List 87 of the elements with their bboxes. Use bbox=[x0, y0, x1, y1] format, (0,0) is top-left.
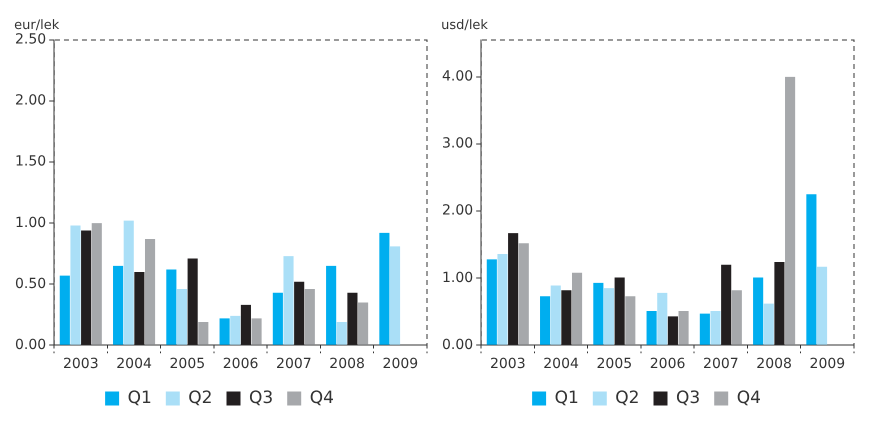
bar bbox=[721, 264, 732, 345]
x-tick-label: 2009 bbox=[382, 356, 418, 372]
bar bbox=[198, 322, 208, 345]
bar bbox=[188, 258, 198, 345]
legend-label: Q4 bbox=[310, 388, 334, 408]
bar bbox=[92, 223, 102, 345]
bar bbox=[497, 254, 508, 345]
y-tick-label: 2.00 bbox=[442, 202, 474, 219]
bar bbox=[358, 302, 368, 345]
bar bbox=[486, 259, 497, 345]
bar bbox=[668, 316, 678, 345]
bar bbox=[657, 292, 668, 345]
bar bbox=[272, 292, 283, 345]
bar bbox=[678, 310, 689, 345]
bar bbox=[326, 266, 336, 345]
y-tick-label: 1.50 bbox=[15, 154, 46, 170]
bar bbox=[518, 243, 529, 345]
bar bbox=[540, 296, 550, 345]
legend-label: Q3 bbox=[676, 388, 700, 408]
y-tick-label: 0.00 bbox=[15, 336, 46, 353]
y-tick-label: 2.50 bbox=[15, 32, 46, 48]
x-tick-label: 2004 bbox=[543, 356, 579, 372]
bar bbox=[625, 296, 636, 345]
x-tick-label: 2005 bbox=[596, 356, 632, 372]
bar bbox=[379, 232, 390, 345]
bar bbox=[785, 76, 796, 345]
x-tick-label: 2007 bbox=[276, 356, 312, 372]
bar bbox=[550, 286, 561, 345]
bar bbox=[240, 304, 251, 345]
bar bbox=[572, 272, 582, 345]
bar bbox=[144, 238, 156, 345]
bar bbox=[732, 290, 742, 345]
y-tick-label: 1.00 bbox=[442, 270, 474, 286]
legend-label: Q2 bbox=[615, 388, 640, 408]
y-tick-label: 0.50 bbox=[15, 276, 46, 292]
y-tick-label: 2.00 bbox=[15, 92, 46, 109]
legend-label: Q4 bbox=[736, 388, 761, 408]
bar bbox=[593, 282, 604, 345]
bar bbox=[604, 288, 614, 345]
bar bbox=[220, 318, 230, 345]
bar bbox=[70, 226, 81, 345]
legend-label: Q3 bbox=[249, 388, 274, 408]
bar bbox=[294, 282, 304, 345]
bar bbox=[614, 277, 625, 345]
x-tick-label: 2005 bbox=[170, 356, 206, 372]
bar bbox=[252, 318, 262, 345]
y-tick-label: 3.00 bbox=[442, 136, 474, 152]
bar bbox=[230, 316, 240, 345]
bar bbox=[806, 194, 816, 345]
legend-label: Q2 bbox=[188, 388, 213, 408]
bar bbox=[774, 262, 784, 345]
bar bbox=[764, 304, 774, 345]
bar bbox=[304, 289, 315, 345]
x-tick-label: 2003 bbox=[490, 356, 526, 372]
bar bbox=[646, 310, 657, 345]
bar bbox=[508, 233, 518, 345]
x-tick-label: 2008 bbox=[329, 356, 365, 372]
bar bbox=[753, 277, 764, 345]
x-tick-label: 2003 bbox=[62, 356, 99, 372]
x-tick-label: 2009 bbox=[810, 356, 846, 372]
bar bbox=[81, 230, 92, 345]
bar bbox=[176, 289, 188, 345]
legend-label: Q1 bbox=[128, 388, 152, 408]
bar bbox=[134, 272, 144, 345]
bar bbox=[700, 314, 710, 345]
y-tick-label: 0.00 bbox=[442, 336, 474, 353]
bar bbox=[347, 292, 358, 345]
y-tick-label: 1.00 bbox=[15, 214, 46, 231]
x-tick-label: 2007 bbox=[703, 356, 739, 372]
bar bbox=[166, 270, 176, 345]
legend-label: Q1 bbox=[554, 388, 579, 408]
y-tick-label: 4.00 bbox=[442, 68, 474, 85]
x-tick-label: 2006 bbox=[650, 356, 686, 372]
bar bbox=[561, 290, 572, 345]
bar bbox=[710, 310, 721, 345]
bar bbox=[336, 322, 347, 345]
bar bbox=[816, 266, 828, 345]
y-axis-title: eur/lek bbox=[14, 18, 60, 33]
x-tick-label: 2004 bbox=[116, 356, 152, 372]
bar bbox=[124, 220, 134, 345]
bar bbox=[113, 266, 124, 345]
bar bbox=[283, 256, 294, 345]
bar bbox=[60, 276, 70, 345]
x-tick-label: 2006 bbox=[222, 356, 258, 372]
y-axis-title: usd/lek bbox=[441, 18, 488, 33]
bar bbox=[390, 246, 400, 345]
x-tick-label: 2008 bbox=[756, 356, 792, 372]
